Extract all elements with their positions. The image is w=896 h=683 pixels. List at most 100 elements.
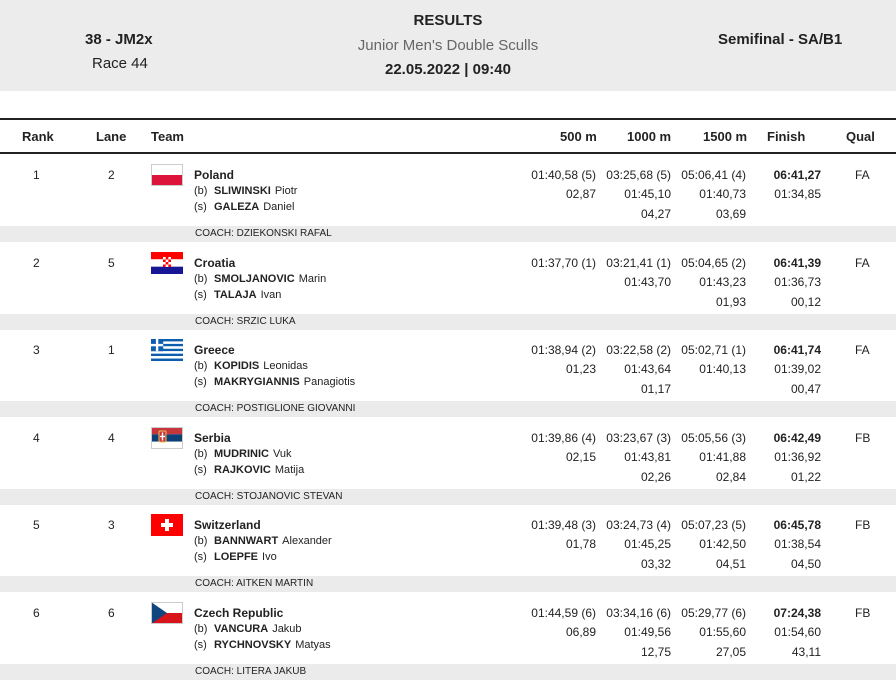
athlete-surname: MUDRINIC (214, 447, 269, 460)
split-500m: 02,15 (565, 449, 596, 464)
rank-value: 2 (33, 255, 40, 270)
athlete-surname: KOPIDIS (214, 360, 260, 372)
split-1500m: 04,51 (715, 557, 746, 571)
seat-label: (s) (194, 201, 207, 213)
finish-time: 07:24,38 (773, 605, 821, 620)
table-row: 2 5 Croatia (b) SMOLJANOVIC Marin (s) TALAJA Iva… (0, 242, 896, 330)
seat-label: (b) (194, 360, 208, 372)
col-lane: Lane (96, 129, 127, 144)
finish-time: 01:54,60 (774, 624, 821, 639)
qualification: FB (855, 605, 871, 620)
country-name: Poland (194, 168, 235, 182)
split-500m: 01:39,48 (3) (531, 518, 596, 532)
athlete-firstname: Ivan (260, 288, 282, 301)
flag-greece-icon (151, 339, 183, 361)
split-500m: 01:39,86 (4) (531, 430, 596, 445)
crew-bow: (b) VANCURA Jakub (194, 623, 302, 635)
crew-stroke: (s) MAKRYGIANNIS Panagiotis (194, 376, 355, 388)
country-name: Serbia (194, 430, 231, 445)
qualification: FB (855, 430, 871, 445)
rank-value: 4 (33, 430, 40, 445)
boat-class: Junior Men's Double Sculls (357, 37, 539, 54)
coach-bar: COACH: AITKEN MARTIN (0, 576, 896, 592)
athlete-firstname: Ivo (262, 551, 277, 563)
split-1500m: 27,05 (715, 644, 746, 659)
flag-czech-icon (151, 601, 183, 624)
finish-time: 01:39,02 (774, 362, 821, 376)
rank-value: 1 (33, 168, 40, 182)
country-name: Greece (194, 343, 235, 357)
split-1500m: 05:05,56 (3) (681, 430, 746, 445)
athlete-surname: LOEPFE (214, 551, 259, 563)
split-1000m: 01:49,56 (624, 624, 671, 639)
athlete-surname: GALEZA (214, 201, 260, 213)
athlete-firstname: Matija (274, 463, 305, 476)
split-1500m: 01:41,88 (699, 449, 746, 464)
lane-value: 6 (108, 605, 115, 620)
split-1000m: 01:45,25 (624, 537, 671, 551)
coach-bar: COACH: LITERA JAKUB (0, 663, 896, 680)
finish-time: 04,50 (790, 557, 821, 571)
crew-bow: (b) KOPIDIS Leonidas (194, 360, 308, 372)
athlete-surname: BANNWART (214, 535, 279, 547)
crew-bow: (b) MUDRINIC Vuk (194, 448, 292, 460)
split-1000m: 04,27 (640, 207, 671, 221)
rank-value: 3 (33, 343, 40, 357)
athlete-firstname: Matyas (295, 638, 331, 651)
split-1500m: 05:07,23 (5) (681, 518, 746, 532)
athlete-firstname: Leonidas (263, 360, 308, 372)
table-row: 6 6 Czech Republic (b) VANCURA Jakub (s) RYCHNO… (0, 592, 896, 680)
seat-label: (b) (194, 185, 208, 197)
crew-stroke: (s) TALAJA Ivan (194, 289, 281, 301)
finish-time: 00,47 (790, 382, 821, 396)
crew-stroke: (s) LOEPFE Ivo (194, 551, 277, 563)
seat-label: (b) (194, 447, 208, 460)
split-500m: 01:40,58 (5) (531, 168, 596, 182)
col-500m: 500 m (560, 129, 597, 144)
athlete-surname: MAKRYGIANNIS (214, 376, 300, 388)
rank-value: 5 (33, 518, 40, 532)
athlete-surname: TALAJA (214, 288, 257, 301)
athlete-firstname: Piotr (274, 185, 298, 197)
athlete-surname: RYCHNOVSKY (214, 638, 292, 651)
col-rank: Rank (22, 129, 54, 144)
table-row: 5 3 Switzerland (b) BANNWART Alexander (s) LOEP… (0, 504, 896, 592)
athlete-firstname: Daniel (263, 201, 295, 213)
lane-value: 3 (108, 518, 115, 532)
coach-name: COACH: POSTIGLIONE GIOVANNI (195, 403, 356, 414)
coach-name: COACH: STOJANOVIC STEVAN (195, 490, 343, 502)
table-header: Rank Lane Team 500 m 1000 m 1500 m Finis… (0, 118, 896, 154)
athlete-surname: SLIWINSKI (214, 185, 271, 197)
crew-bow: (b) BANNWART Alexander (194, 535, 332, 547)
seat-label: (s) (194, 638, 207, 651)
lane-value: 5 (108, 255, 115, 270)
table-row: 1 2 Poland (b) SLIWINSKI Piotr (s) GALEZA Daniel… (0, 154, 896, 242)
split-1000m: 01:43,64 (624, 362, 671, 376)
event-code: 38 - JM2x (85, 31, 153, 48)
split-1500m: 05:04,65 (2) (681, 255, 746, 270)
finish-time: 01:36,92 (774, 449, 821, 464)
lane-value: 1 (108, 343, 115, 357)
col-team: Team (151, 129, 184, 144)
split-1000m: 02,26 (640, 469, 671, 484)
finish-time: 06:41,74 (773, 343, 821, 357)
table-row: 3 1 Greece (b) KOPIDIS Leonidas (s) MAKRYGIANNI… (0, 329, 896, 417)
split-1000m: 03:21,41 (1) (606, 255, 671, 270)
athlete-firstname: Marin (298, 272, 327, 285)
coach-name: COACH: DZIEKONSKI RAFAL (195, 228, 332, 239)
crew-stroke: (s) GALEZA Daniel (194, 201, 294, 213)
col-qual: Qual (846, 129, 875, 144)
athlete-firstname: Alexander (282, 535, 332, 547)
table-row: 4 4 Serbia (b) MUDRINIC Vuk (s) RAJKOVIC Matija 0… (0, 417, 896, 505)
split-1000m: 03,32 (640, 557, 671, 571)
country-name: Czech Republic (194, 605, 284, 620)
split-1500m: 05:02,71 (1) (681, 343, 746, 357)
split-1500m: 01:55,60 (699, 624, 746, 639)
athlete-firstname: Vuk (273, 447, 292, 460)
split-1500m: 03,69 (715, 207, 746, 221)
split-1000m: 03:22,58 (2) (606, 343, 671, 357)
finish-time: 06:45,78 (773, 518, 821, 532)
coach-name: COACH: SRZIC LUKA (195, 315, 296, 327)
split-1500m: 05:06,41 (4) (681, 168, 746, 182)
split-1500m: 01,93 (715, 294, 746, 309)
